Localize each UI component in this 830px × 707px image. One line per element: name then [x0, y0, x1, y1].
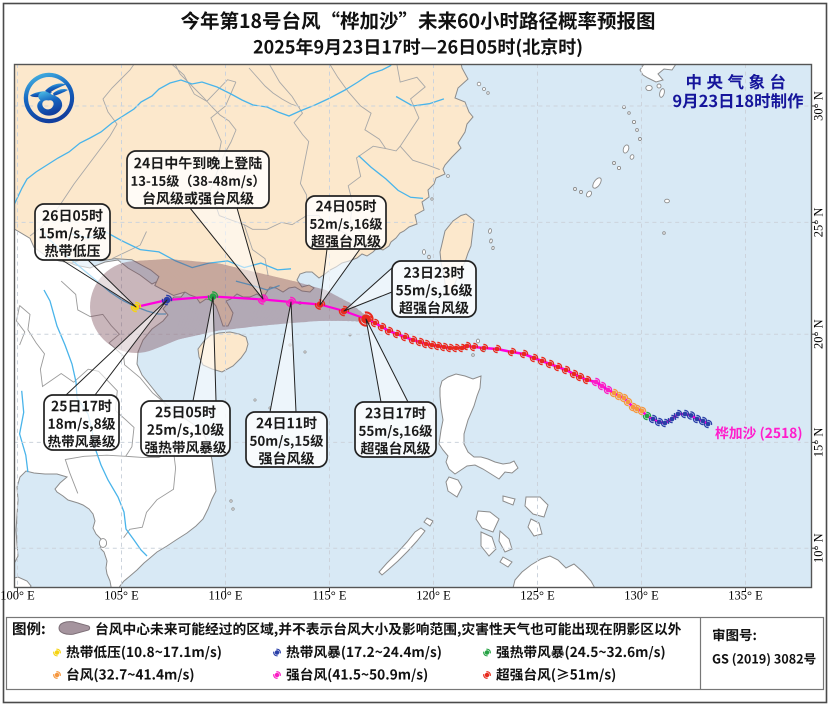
svg-text:120° E: 120° E — [416, 589, 451, 603]
svg-text:115° E: 115° E — [312, 589, 346, 603]
svg-text:125° E: 125° E — [520, 589, 555, 603]
svg-text:10° N: 10° N — [812, 533, 826, 563]
svg-text:20° N: 20° N — [812, 319, 826, 349]
svg-text:110° E: 110° E — [208, 589, 242, 603]
svg-text:25° N: 25° N — [812, 208, 826, 238]
svg-text:130° E: 130° E — [624, 589, 659, 603]
svg-text:30° N: 30° N — [812, 91, 826, 121]
svg-text:15° N: 15° N — [812, 428, 826, 458]
svg-text:100° E: 100° E — [0, 589, 35, 603]
svg-text:105° E: 105° E — [104, 589, 139, 603]
svg-text:135° E: 135° E — [728, 589, 763, 603]
